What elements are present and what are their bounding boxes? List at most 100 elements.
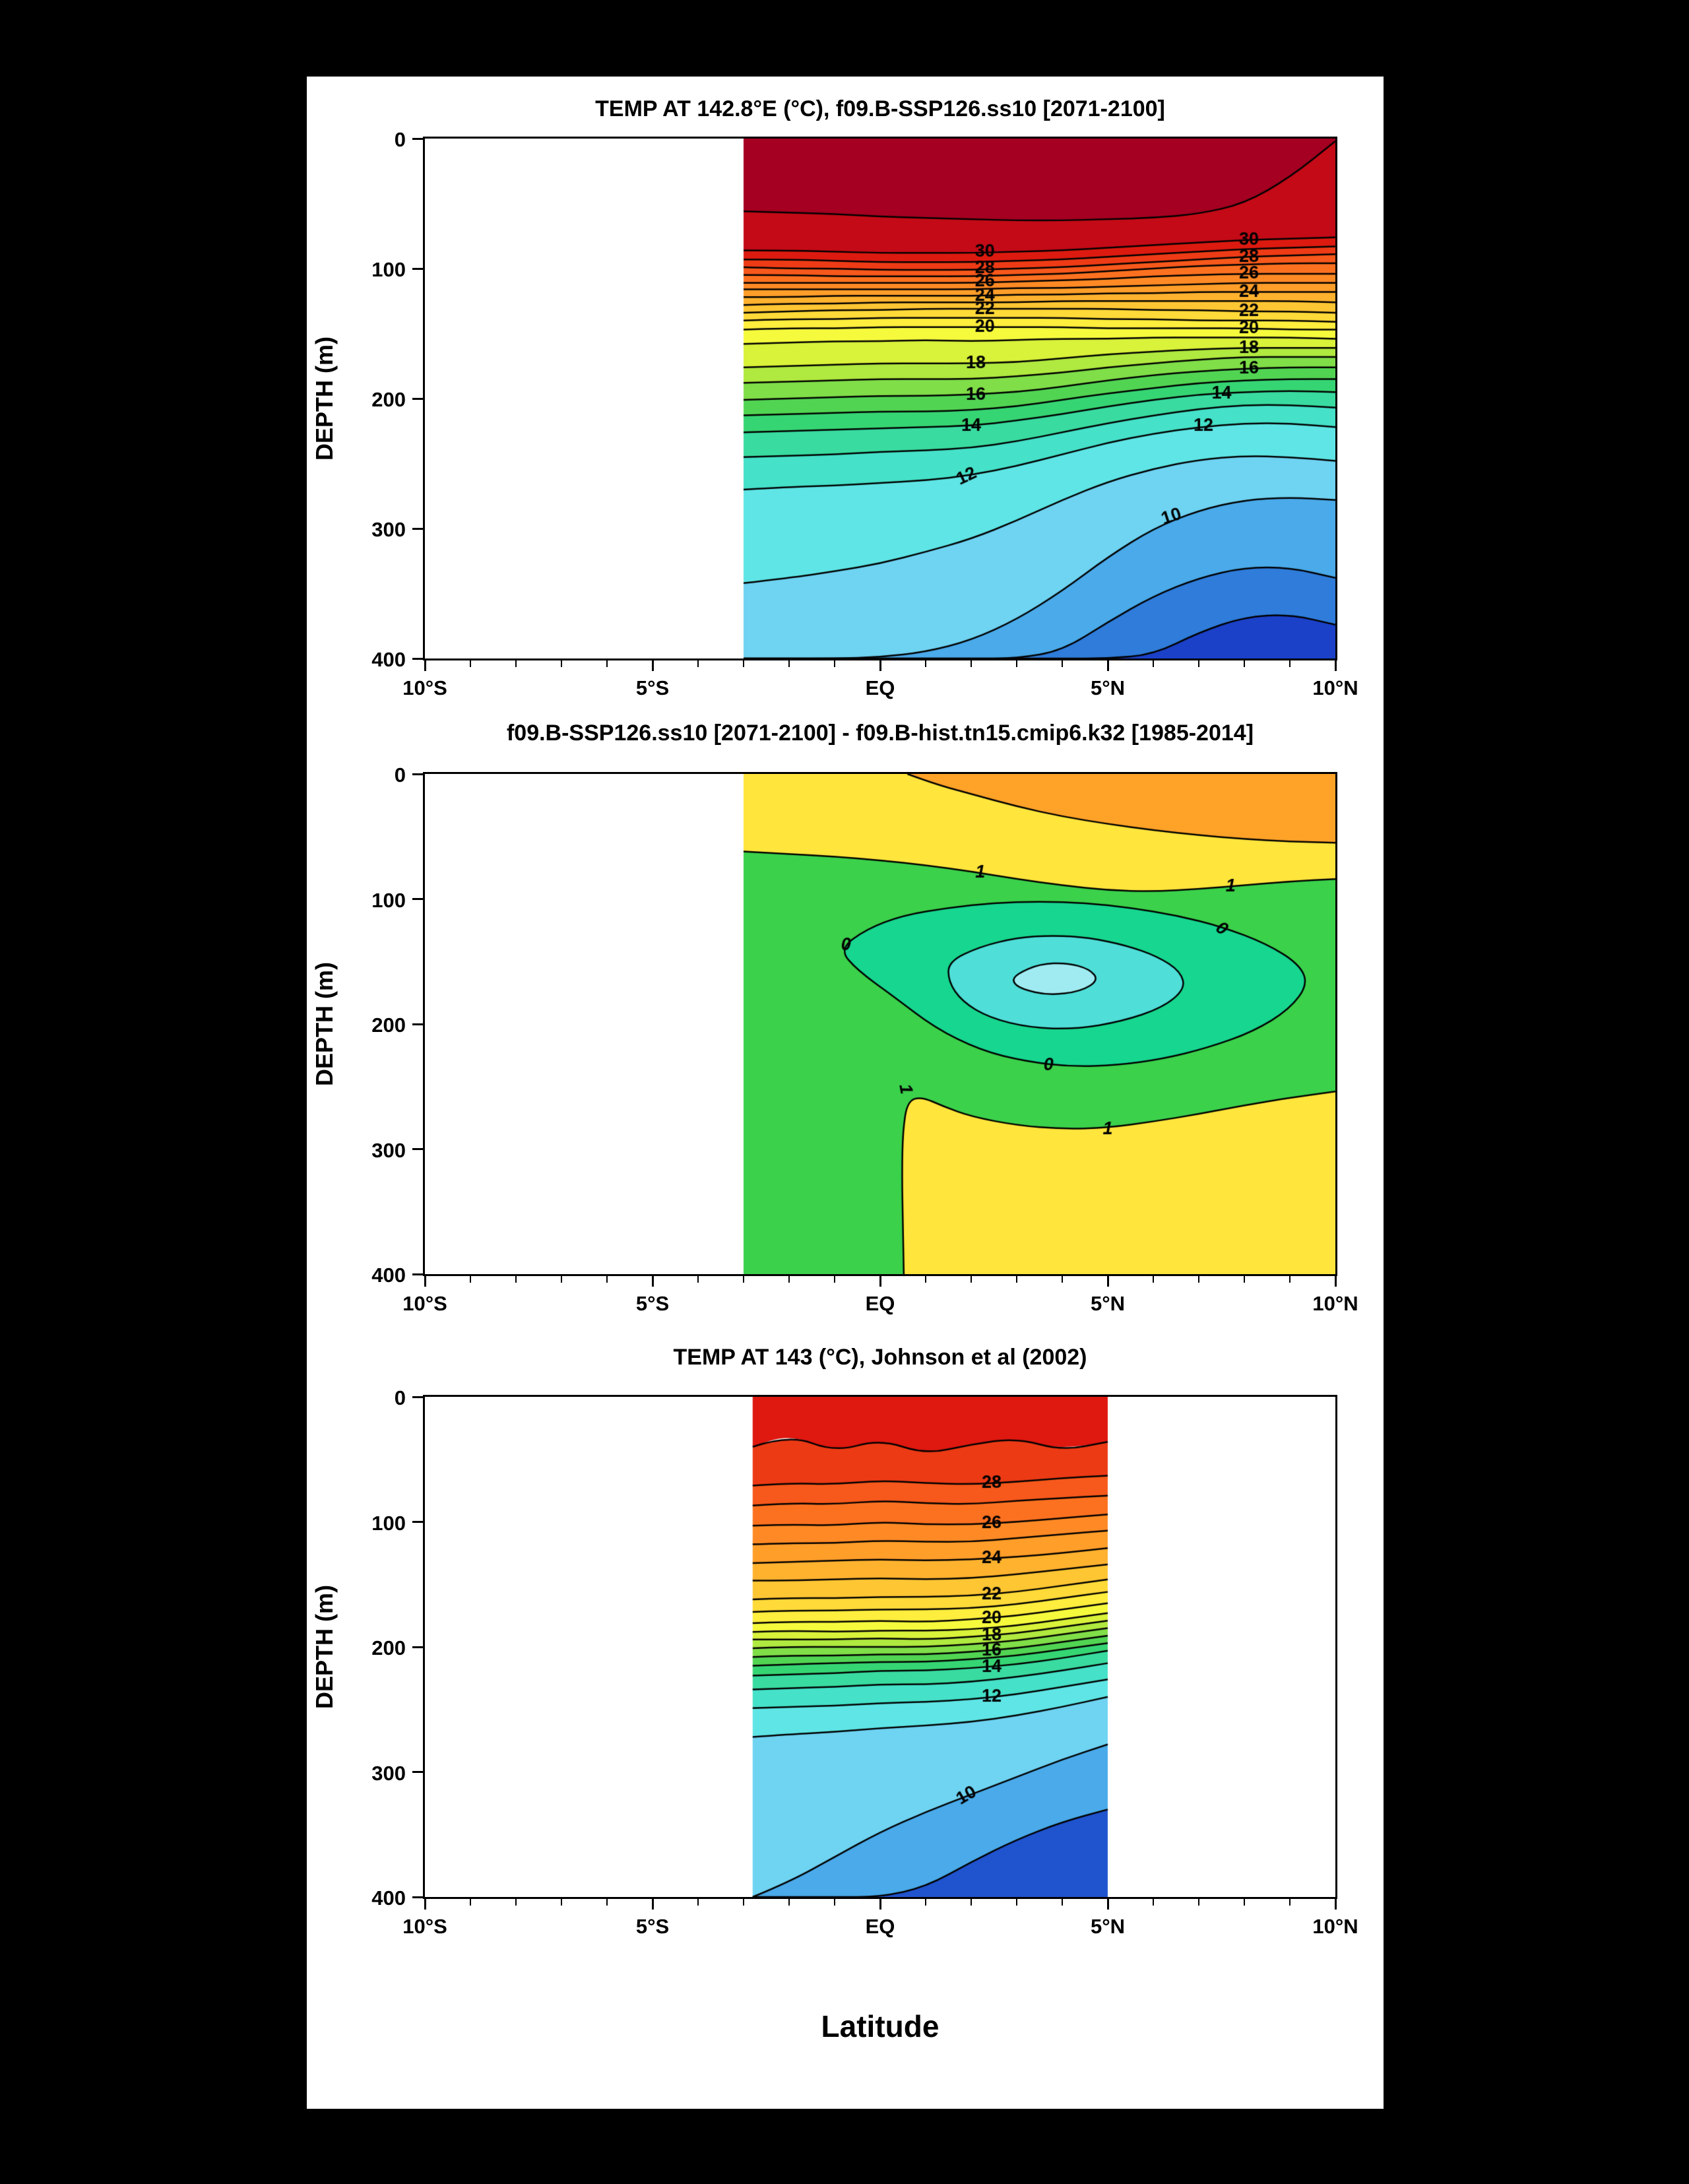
x-tick-label: 10°N — [1312, 1915, 1358, 1938]
panel2-y-axis-title: DEPTH (m) — [311, 962, 338, 1086]
x-axis-minor-tick — [515, 660, 517, 667]
x-axis-minor-tick — [1016, 1276, 1017, 1283]
x-axis-minor-tick — [1198, 660, 1199, 667]
x-axis-minor-tick — [697, 1899, 699, 1906]
x-tick-label: 10°S — [402, 1915, 447, 1938]
x-axis-minor-tick — [834, 660, 835, 667]
x-axis-minor-tick — [561, 1899, 562, 1906]
x-tick-label: 10°N — [1312, 676, 1358, 699]
x-axis-title: Latitude — [821, 2009, 940, 2043]
x-tick-label: EQ — [865, 676, 895, 699]
x-axis-minor-tick — [1062, 1276, 1063, 1283]
x-axis-major-tick — [879, 1899, 881, 1910]
x-axis-minor-tick — [561, 1276, 562, 1283]
x-axis-major-tick — [1106, 1276, 1109, 1287]
panel1-plot-frame — [423, 137, 1337, 660]
y-tick-label: 400 — [371, 1264, 406, 1287]
x-axis-minor-tick — [925, 1276, 926, 1283]
x-axis-major-tick — [879, 660, 881, 671]
x-axis-minor-tick — [470, 1899, 471, 1906]
x-axis-major-tick — [651, 1899, 654, 1910]
y-tick-label: 100 — [371, 888, 406, 912]
panel3-title: TEMP AT 143 (°C), Johnson et al (2002) — [673, 1345, 1087, 1370]
x-axis-major-tick — [651, 660, 654, 671]
y-axis-major-tick — [412, 1148, 423, 1150]
x-axis-minor-tick — [1244, 1276, 1245, 1283]
x-axis-minor-tick — [1198, 1276, 1199, 1283]
x-axis-major-tick — [651, 1276, 654, 1287]
y-axis-major-tick — [412, 1771, 423, 1773]
x-axis-minor-tick — [470, 1276, 471, 1283]
x-tick-label: 5°S — [635, 676, 670, 699]
x-axis-minor-tick — [743, 660, 744, 667]
x-axis-minor-tick — [606, 660, 608, 667]
x-axis-major-tick — [1334, 1276, 1337, 1287]
x-tick-label: EQ — [865, 1915, 895, 1938]
y-tick-label: 200 — [371, 1013, 406, 1037]
x-tick-label: EQ — [865, 1292, 895, 1315]
x-axis-minor-tick — [1153, 660, 1154, 667]
y-axis-major-tick — [412, 1273, 423, 1275]
x-tick-label: 10°N — [1312, 1292, 1358, 1315]
x-tick-label: 10°S — [402, 1292, 447, 1315]
x-axis-minor-tick — [1153, 1276, 1154, 1283]
y-tick-label: 0 — [394, 1386, 406, 1409]
y-axis-major-tick — [412, 1646, 423, 1648]
y-tick-label: 400 — [371, 1886, 406, 1910]
x-axis-minor-tick — [515, 1899, 517, 1906]
y-tick-label: 200 — [371, 388, 406, 411]
x-tick-label: 5°N — [1090, 1292, 1126, 1315]
x-axis-minor-tick — [788, 1276, 790, 1283]
panel1-y-axis-title: DEPTH (m) — [311, 337, 338, 461]
panel2-contour-canvas — [425, 774, 1335, 1274]
y-axis-major-tick — [412, 1896, 423, 1898]
x-axis-major-tick — [424, 1899, 426, 1910]
y-tick-label: 100 — [371, 258, 406, 281]
x-axis-major-tick — [1106, 1899, 1109, 1910]
x-axis-minor-tick — [697, 1276, 699, 1283]
y-tick-label: 100 — [371, 1511, 406, 1535]
x-axis-minor-tick — [1016, 1899, 1017, 1906]
y-tick-label: 0 — [394, 128, 406, 151]
panel3-plot-frame — [423, 1395, 1337, 1899]
x-tick-label: 5°N — [1090, 676, 1126, 699]
x-axis-minor-tick — [925, 660, 926, 667]
x-axis-minor-tick — [1062, 1899, 1063, 1906]
x-axis-minor-tick — [1062, 660, 1063, 667]
y-tick-label: 300 — [371, 1138, 406, 1162]
x-axis-minor-tick — [515, 1276, 517, 1283]
x-axis-minor-tick — [1289, 1899, 1291, 1906]
x-axis-minor-tick — [1016, 660, 1017, 667]
y-axis-major-tick — [412, 1521, 423, 1523]
x-axis-minor-tick — [1198, 1899, 1199, 1906]
x-axis-minor-tick — [1153, 1899, 1154, 1906]
x-axis-major-tick — [879, 1276, 881, 1287]
y-tick-label: 300 — [371, 518, 406, 541]
x-axis-minor-tick — [971, 1899, 972, 1906]
x-axis-minor-tick — [697, 660, 699, 667]
panel1-title: TEMP AT 142.8°E (°C), f09.B-SSP126.ss10 … — [595, 96, 1165, 121]
x-axis-minor-tick — [788, 1899, 790, 1906]
y-tick-label: 300 — [371, 1761, 406, 1785]
x-axis-minor-tick — [1244, 1899, 1245, 1906]
x-axis-major-tick — [424, 1276, 426, 1287]
y-axis-major-tick — [412, 1396, 423, 1398]
panel3-y-axis-title: DEPTH (m) — [311, 1585, 338, 1709]
x-tick-label: 10°S — [402, 676, 447, 699]
y-axis-major-tick — [412, 527, 423, 530]
panel2-title: f09.B-SSP126.ss10 [2071-2100] - f09.B-hi… — [506, 721, 1254, 746]
y-axis-major-tick — [412, 773, 423, 775]
panel1-contour-canvas — [425, 139, 1335, 658]
x-axis-minor-tick — [606, 1899, 608, 1906]
x-axis-minor-tick — [743, 1899, 744, 1906]
x-axis-minor-tick — [971, 1276, 972, 1283]
x-axis-minor-tick — [1289, 660, 1291, 667]
y-axis-major-tick — [412, 397, 423, 400]
y-axis-major-tick — [412, 657, 423, 660]
x-tick-label: 5°N — [1090, 1915, 1126, 1938]
x-axis-minor-tick — [470, 660, 471, 667]
x-axis-minor-tick — [606, 1276, 608, 1283]
x-axis-minor-tick — [834, 1899, 835, 1906]
y-axis-major-tick — [412, 1023, 423, 1025]
